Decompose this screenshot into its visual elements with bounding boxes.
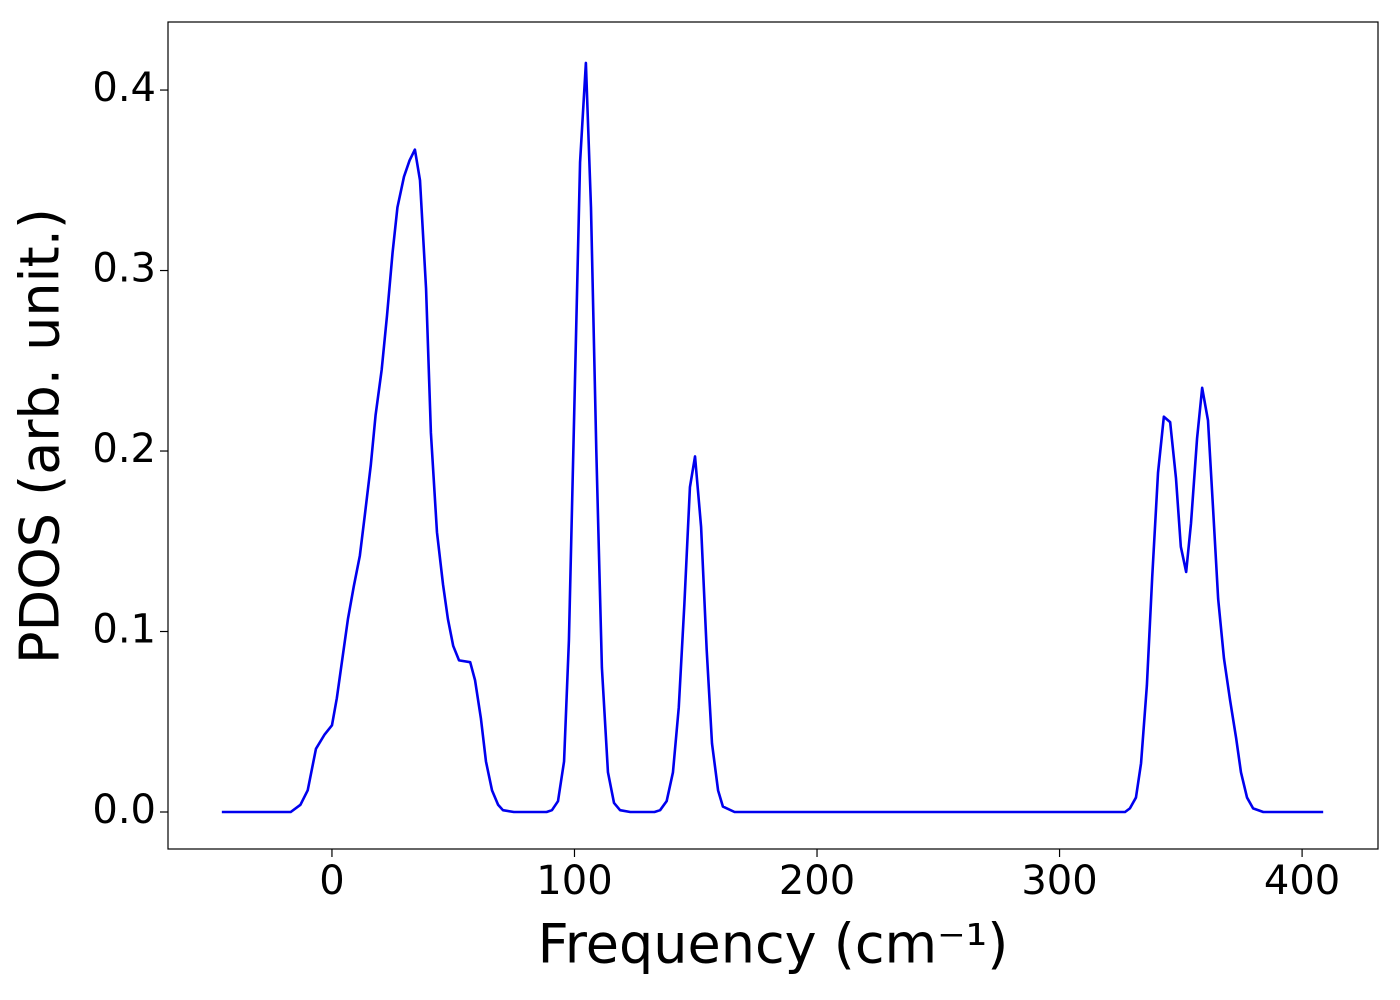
y-tick-label: 0.1 bbox=[92, 607, 156, 653]
y-tick-label: 0.4 bbox=[92, 65, 156, 111]
y-tick-label: 0.3 bbox=[92, 246, 156, 292]
x-tick-label: 400 bbox=[1264, 858, 1340, 904]
y-tick-label: 0.0 bbox=[92, 787, 156, 833]
y-tick-label: 0.2 bbox=[92, 426, 156, 472]
x-axis-label: Frequency (cm⁻¹) bbox=[538, 913, 1009, 976]
x-tick-label: 100 bbox=[536, 858, 612, 904]
y-axis-label: PDOS (arb. unit.) bbox=[9, 208, 72, 664]
x-tick-label: 0 bbox=[319, 858, 344, 904]
x-tick-label: 300 bbox=[1021, 858, 1097, 904]
plot-frame bbox=[167, 21, 1379, 850]
data-line bbox=[221, 61, 1324, 814]
x-tick-label: 200 bbox=[779, 858, 855, 904]
